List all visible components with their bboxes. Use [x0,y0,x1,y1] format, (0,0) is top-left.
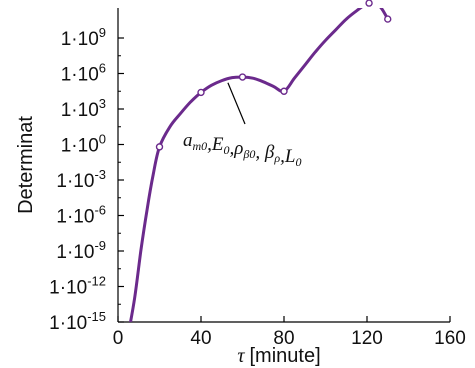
x-tick-label: 120 [351,328,383,349]
y-tick-label: 1·100 [61,132,106,157]
series [129,0,392,322]
annotation-label: am0,E0,ρβ0, βρ,L0 [183,130,301,169]
y-tick-label: 1·103 [61,96,106,121]
x-axis-title: τ [minute] [237,345,320,367]
data-point [280,87,288,95]
x-tick-label: 160 [434,328,466,349]
x-tick-label: 40 [190,328,211,349]
ticks: 0 40 80 120 160 1·109 1·106 1·103 1·100 1·10-3 1·1… [49,25,466,349]
x-tick-label: 80 [273,328,294,349]
y-axis-title: Determinat [15,116,37,214]
annotation: am0,E0,ρβ0, βρ,L0 [183,82,301,169]
x-tick-label: 0 [113,328,124,349]
y-tick-label: 1·106 [61,61,106,86]
axes: Determinat τ [minute] [15,8,450,367]
data-point [155,143,164,151]
data-point [365,0,373,7]
y-tick-label: 1·10-12 [49,274,106,299]
y-tick-label: 1·10-9 [56,238,106,263]
data-point [197,88,205,97]
y-tick-label: 1·10-15 [49,309,106,334]
annotation-leader [227,82,246,125]
y-tick-label: 1·10-6 [56,203,106,228]
y-tick-label: 1·109 [61,25,106,50]
y-tick-label: 1·10-3 [56,167,106,192]
series-line [129,8,390,322]
data-point [384,15,392,23]
data-point [238,73,247,81]
